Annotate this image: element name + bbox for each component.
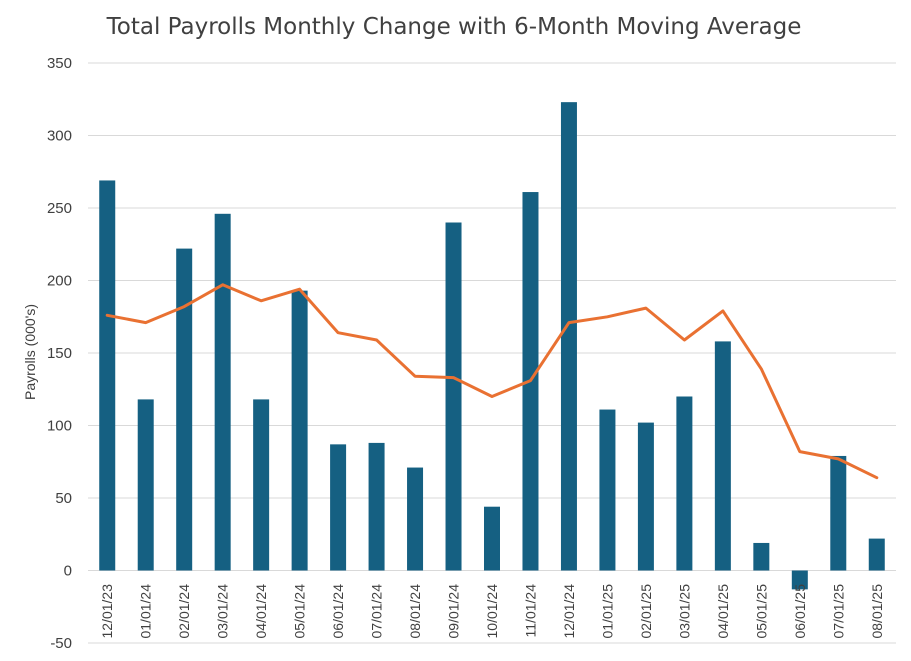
x-tick-label: 08/01/24 [407, 584, 423, 639]
y-tick-label: 300 [47, 128, 72, 145]
bar [330, 444, 347, 571]
x-tick-label: 07/01/25 [830, 584, 846, 639]
x-tick-label: 02/01/24 [176, 584, 192, 639]
x-tick-label: 05/01/24 [292, 584, 308, 639]
y-tick-label: 50 [55, 490, 72, 507]
bar [714, 341, 731, 571]
y-tick-label: 100 [47, 418, 72, 435]
y-tick-label: -50 [50, 635, 72, 652]
x-tick-label: 08/01/25 [869, 584, 885, 639]
bar [868, 538, 885, 571]
bar [830, 455, 847, 571]
bar-series [99, 102, 885, 590]
x-tick-label: 10/01/24 [484, 584, 500, 639]
x-tick-label: 03/01/25 [676, 584, 692, 639]
y-axis-label: Payrolls (000's) [22, 304, 38, 400]
y-tick-label: 150 [47, 345, 72, 362]
bar [214, 213, 231, 571]
x-tick-label: 12/01/24 [561, 584, 577, 639]
bar [137, 399, 154, 571]
y-tick-label: 200 [47, 273, 72, 290]
x-tick-label: 01/01/25 [599, 584, 615, 639]
bar [599, 409, 616, 571]
x-tick-label: 01/01/24 [138, 584, 154, 639]
x-tick-label: 02/01/25 [638, 584, 654, 639]
moving-average-series [105, 283, 879, 480]
bar [291, 290, 308, 571]
bar [176, 248, 193, 571]
y-axis-ticks: -50 0 50 100 150 200 250 300 350 [47, 55, 72, 652]
bar [791, 570, 808, 590]
x-tick-label: 12/01/23 [99, 584, 115, 639]
y-tick-label: 0 [64, 563, 72, 580]
bar [753, 542, 770, 571]
x-tick-label: 07/01/24 [369, 584, 385, 639]
x-tick-label: 04/01/25 [715, 584, 731, 639]
bar [637, 422, 654, 571]
bar [368, 442, 385, 571]
x-tick-label: 04/01/24 [253, 584, 269, 639]
x-axis-ticks: 12/01/23 01/01/24 02/01/24 03/01/24 04/01/24… [99, 584, 885, 639]
y-tick-label: 250 [47, 200, 72, 217]
bar [99, 180, 116, 571]
moving-average-line [105, 283, 879, 480]
x-tick-label: 06/01/24 [330, 584, 346, 639]
x-tick-label: 06/01/25 [792, 584, 808, 639]
x-tick-label: 05/01/25 [753, 584, 769, 639]
bar [253, 399, 270, 571]
bar [560, 102, 577, 571]
bar [676, 396, 693, 571]
x-tick-label: 09/01/24 [446, 584, 462, 639]
bar [484, 506, 500, 571]
chart-title: Total Payrolls Monthly Change with 6-Mon… [106, 14, 802, 40]
x-tick-label: 03/01/24 [215, 584, 231, 639]
y-tick-label: 350 [47, 55, 72, 72]
bar [445, 222, 462, 571]
bar [407, 467, 424, 571]
x-tick-label: 11/01/24 [522, 584, 538, 638]
